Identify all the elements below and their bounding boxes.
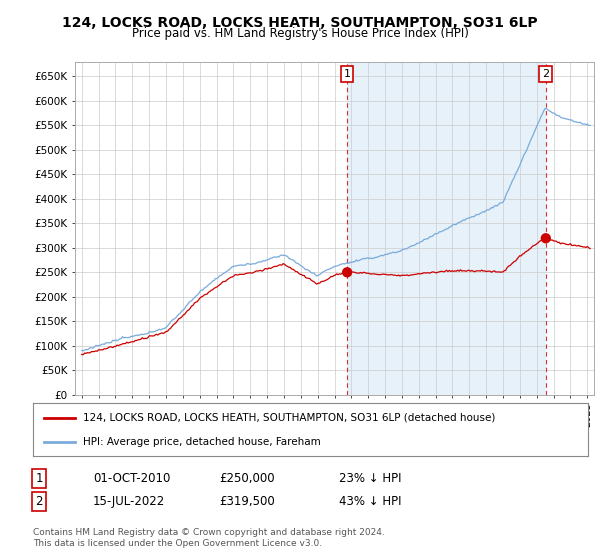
Text: 2: 2 [35,494,43,508]
Text: 124, LOCKS ROAD, LOCKS HEATH, SOUTHAMPTON, SO31 6LP: 124, LOCKS ROAD, LOCKS HEATH, SOUTHAMPTO… [62,16,538,30]
Text: 124, LOCKS ROAD, LOCKS HEATH, SOUTHAMPTON, SO31 6LP (detached house): 124, LOCKS ROAD, LOCKS HEATH, SOUTHAMPTO… [83,413,496,423]
Text: 2: 2 [542,69,550,79]
Text: 1: 1 [35,472,43,486]
Text: 23% ↓ HPI: 23% ↓ HPI [339,472,401,486]
Bar [347,62,546,395]
Text: Contains HM Land Registry data © Crown copyright and database right 2024.
This d: Contains HM Land Registry data © Crown c… [33,528,385,548]
Point [541,234,551,242]
Text: 15-JUL-2022: 15-JUL-2022 [93,494,165,508]
Text: Price paid vs. HM Land Registry's House Price Index (HPI): Price paid vs. HM Land Registry's House … [131,27,469,40]
Text: 1: 1 [344,69,350,79]
Text: £250,000: £250,000 [219,472,275,486]
Text: £319,500: £319,500 [219,494,275,508]
Text: 43% ↓ HPI: 43% ↓ HPI [339,494,401,508]
Text: HPI: Average price, detached house, Fareham: HPI: Average price, detached house, Fare… [83,437,320,447]
Text: 01-OCT-2010: 01-OCT-2010 [93,472,170,486]
Point [343,268,352,277]
